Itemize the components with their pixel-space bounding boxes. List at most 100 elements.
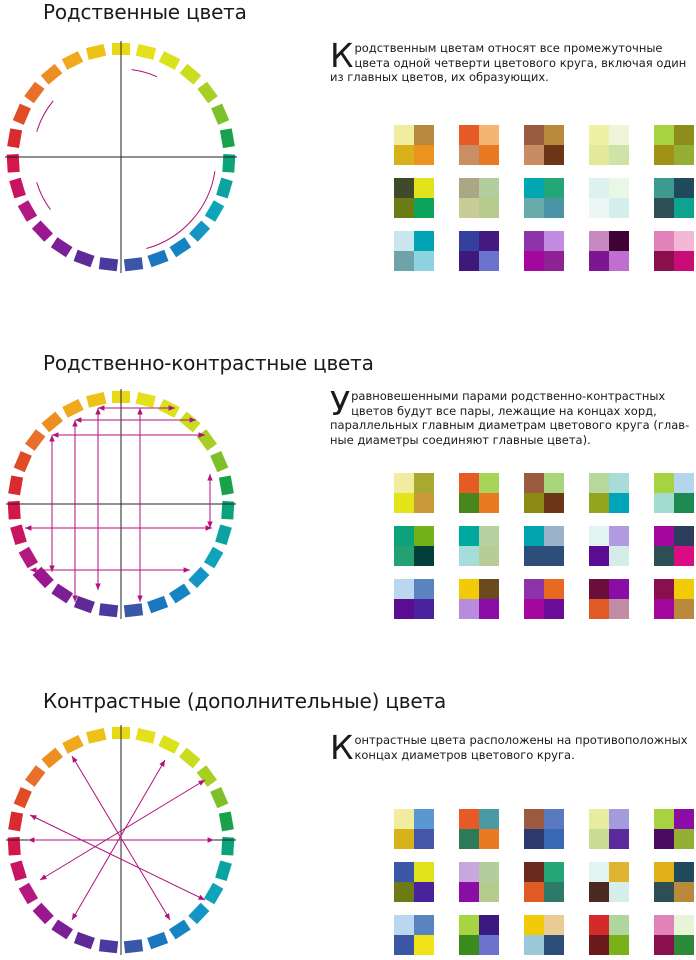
- swatch-cell: [394, 829, 414, 849]
- swatch-cell: [459, 882, 479, 902]
- wheel-segment: [13, 786, 32, 809]
- wheel-segment: [86, 727, 107, 744]
- description-line: цвета одной четверти цветового круга, вк…: [354, 55, 687, 70]
- swatch-cell: [459, 178, 479, 198]
- swatch-cell: [479, 829, 499, 849]
- swatch-cell: [589, 526, 609, 546]
- swatch-cell: [524, 862, 544, 882]
- swatch-cell: [544, 935, 564, 955]
- section-related-contrast-colors: Родственно-контрастные цвета У равновеше…: [6, 351, 694, 619]
- swatch-cell: [674, 579, 694, 599]
- color-swatch: [394, 862, 434, 902]
- swatch-cell: [674, 145, 694, 165]
- swatch-cell: [414, 915, 434, 935]
- color-swatch: [524, 125, 564, 165]
- wheel-arc: [131, 69, 158, 78]
- swatch-cell: [524, 526, 544, 546]
- swatch-cell: [524, 473, 544, 493]
- wheel-segment: [158, 51, 181, 70]
- swatch-cell: [544, 546, 564, 566]
- swatch-cell: [654, 231, 674, 251]
- swatch-cell: [674, 915, 694, 935]
- color-swatch: [394, 579, 434, 619]
- swatch-cell: [654, 526, 674, 546]
- swatch-cell: [589, 198, 609, 218]
- arrow-head: [52, 432, 59, 438]
- wheel-segment: [62, 398, 84, 418]
- wheel-segment: [215, 860, 232, 882]
- color-swatch: [459, 178, 499, 218]
- swatch-cell: [479, 915, 499, 935]
- swatch-cell: [524, 882, 544, 902]
- wheel-segment: [135, 727, 156, 744]
- swatch-cell: [394, 599, 414, 619]
- swatch-cell: [524, 251, 544, 271]
- swatch-cell: [414, 809, 434, 829]
- arrow-head: [207, 837, 214, 843]
- swatch-cell: [654, 829, 674, 849]
- wheel-segment: [13, 450, 32, 473]
- swatch-cell: [674, 178, 694, 198]
- swatch-cell: [654, 178, 674, 198]
- swatch-cell: [609, 862, 629, 882]
- swatch-cell: [394, 251, 414, 271]
- color-swatch: [394, 526, 434, 566]
- color-swatch: [654, 178, 694, 218]
- swatch-cell: [589, 251, 609, 271]
- color-swatch: [589, 473, 629, 513]
- swatch-cell: [544, 809, 564, 829]
- swatch-cell: [414, 125, 434, 145]
- swatch-cell: [524, 198, 544, 218]
- arrow-head: [40, 874, 47, 880]
- swatch-cell: [524, 546, 544, 566]
- swatch-cell: [609, 473, 629, 493]
- swatch-cell: [459, 546, 479, 566]
- color-wheel: [6, 725, 236, 955]
- swatch-cell: [544, 473, 564, 493]
- swatch-cell: [609, 579, 629, 599]
- wheel-segment: [10, 524, 27, 546]
- wheel-segment: [197, 81, 218, 104]
- color-swatch: [654, 915, 694, 955]
- swatch-cell: [479, 473, 499, 493]
- description-line: равновешенными парами родственно-контрас…: [351, 389, 666, 403]
- wheel-segment: [85, 43, 107, 60]
- swatch-cell: [394, 473, 414, 493]
- wheel-segment: [222, 153, 236, 173]
- swatch-cell: [589, 579, 609, 599]
- wheel-arrow: [29, 814, 206, 901]
- swatch-cell: [609, 125, 629, 145]
- color-swatch: [459, 125, 499, 165]
- arrow-head: [189, 417, 196, 423]
- color-swatch: [524, 862, 564, 902]
- wheel-segment: [169, 237, 192, 258]
- color-swatch: [394, 125, 434, 165]
- swatch-cell: [544, 526, 564, 546]
- wheel-segment: [179, 747, 201, 769]
- wheel-segment: [188, 566, 210, 589]
- wheel-segment: [204, 200, 225, 222]
- wheel-segment: [98, 257, 119, 272]
- swatch-cell: [394, 198, 414, 218]
- swatch-cell: [394, 546, 414, 566]
- wheel-segment: [196, 765, 218, 787]
- swatch-cell: [479, 599, 499, 619]
- wheel-segment: [24, 81, 45, 104]
- section-title: Контрастные (дополнительные) цвета: [43, 689, 446, 713]
- section-description: К родственным цветам относят все промежу…: [330, 41, 696, 85]
- swatch-cell: [674, 546, 694, 566]
- swatch-cell: [479, 862, 499, 882]
- swatch-cell: [414, 579, 434, 599]
- wheel-segment: [135, 43, 157, 60]
- description-line: из главных цветов, их образующих.: [330, 70, 549, 84]
- arrow-head: [198, 894, 205, 900]
- swatch-cell: [654, 473, 674, 493]
- color-swatch: [654, 526, 694, 566]
- swatch-cell: [654, 579, 674, 599]
- swatch-cell: [479, 178, 499, 198]
- wheel-segment: [147, 931, 169, 950]
- wheel-segment: [86, 391, 107, 408]
- swatch-cell: [674, 829, 694, 849]
- swatch-cell: [609, 198, 629, 218]
- wheel-segment: [31, 220, 53, 242]
